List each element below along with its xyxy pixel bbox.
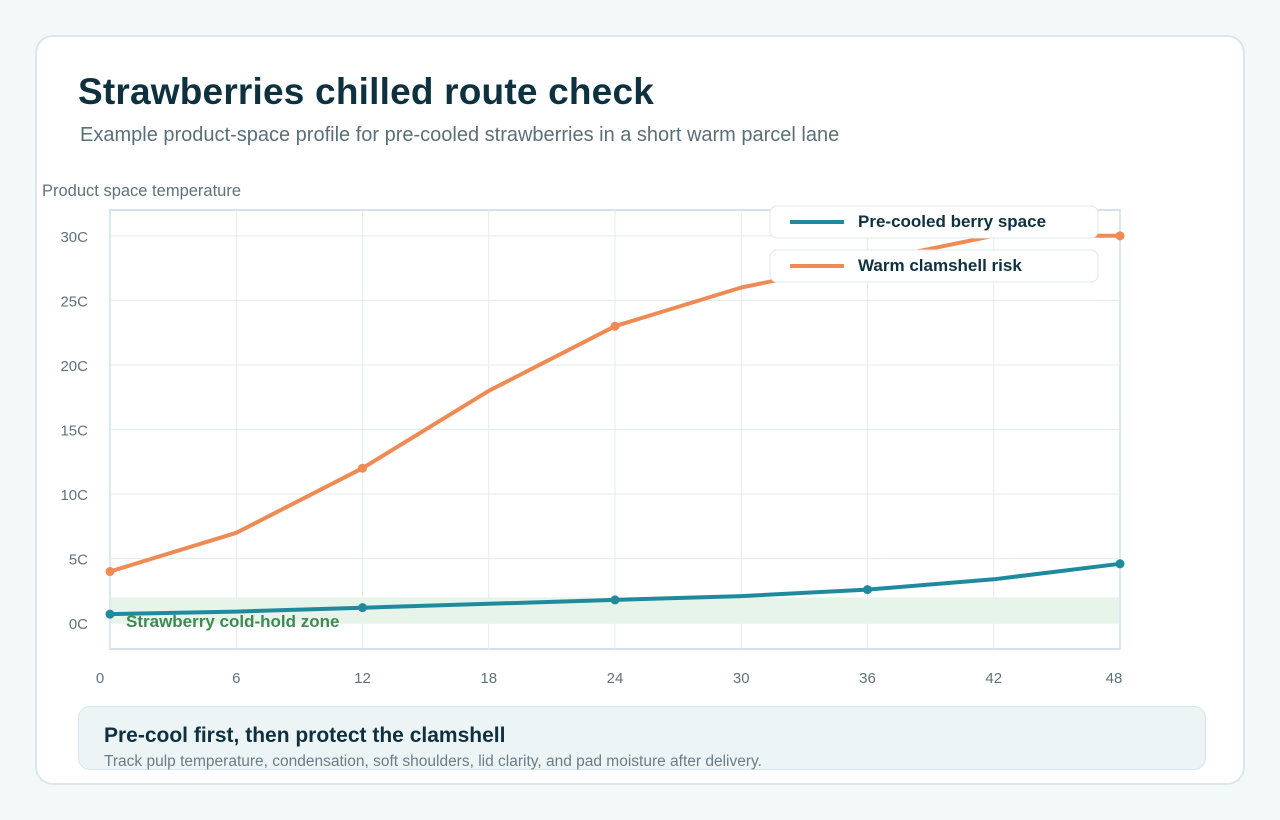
x-tick-label: 18 (480, 670, 497, 687)
y-tick-label: 5C (69, 552, 88, 569)
legend-label: Warm clamshell risk (858, 256, 1022, 275)
y-tick-label: 30C (60, 229, 88, 246)
y-tick-label: 15C (60, 423, 88, 440)
page-title: Strawberries chilled route check (78, 71, 655, 112)
data-point (1115, 559, 1125, 569)
axes: 0C 5C 10C 15C 20C 25C 30C 0 6 12 18 24 30 36 42 48 Produ… (42, 182, 1122, 687)
y-tick-label: 20C (60, 358, 88, 375)
insight-panel: Pre-cool first, then protect the clamshe… (78, 706, 1206, 770)
data-point (358, 603, 367, 613)
data-point (358, 463, 367, 473)
data-point (105, 567, 115, 577)
y-tick-label: 10C (60, 487, 88, 504)
page-subtitle: Example product-space profile for pre-co… (80, 124, 840, 146)
x-tick-label: 36 (859, 670, 876, 687)
legend-item (769, 249, 1099, 283)
legend: Pre-cooled berry space Warm clamshell ris… (769, 205, 1099, 283)
data-point (105, 609, 115, 619)
series-lines: Strawberry cold-hold zone (105, 231, 1125, 631)
x-tick-label: 0 (96, 670, 104, 687)
legend-label: Pre-cooled berry space (858, 212, 1046, 231)
data-point (1115, 231, 1125, 241)
x-tick-label: 48 (1106, 670, 1123, 687)
x-tick-label: 30 (733, 670, 750, 687)
insight-title: Pre-cool first, then protect the clamshe… (104, 724, 506, 747)
x-tick-label: 6 (232, 670, 240, 687)
insight-text: Track pulp temperature, condensation, so… (104, 753, 762, 770)
y-axis-label: Product space temperature (42, 182, 241, 200)
y-tick-label: 0C (69, 616, 88, 633)
x-tick-label: 12 (354, 670, 371, 687)
x-tick-label: 24 (607, 670, 624, 687)
y-tick-label: 25C (60, 293, 88, 310)
x-tick-label: 42 (985, 670, 1002, 687)
data-point (610, 321, 620, 331)
data-point (610, 595, 620, 605)
band-label: Strawberry cold-hold zone (126, 612, 339, 631)
data-point (863, 585, 872, 595)
legend-item (769, 205, 1099, 239)
